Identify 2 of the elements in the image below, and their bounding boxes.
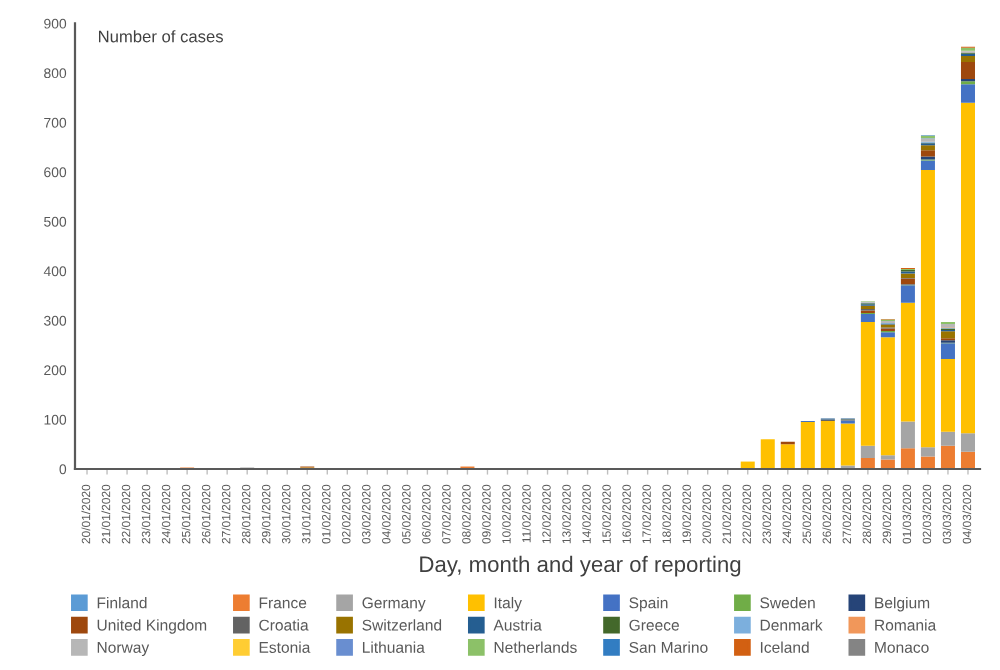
x-axis-title: Day, month and year of reporting <box>420 555 741 577</box>
y-axis-title: Number of cases <box>98 30 223 43</box>
